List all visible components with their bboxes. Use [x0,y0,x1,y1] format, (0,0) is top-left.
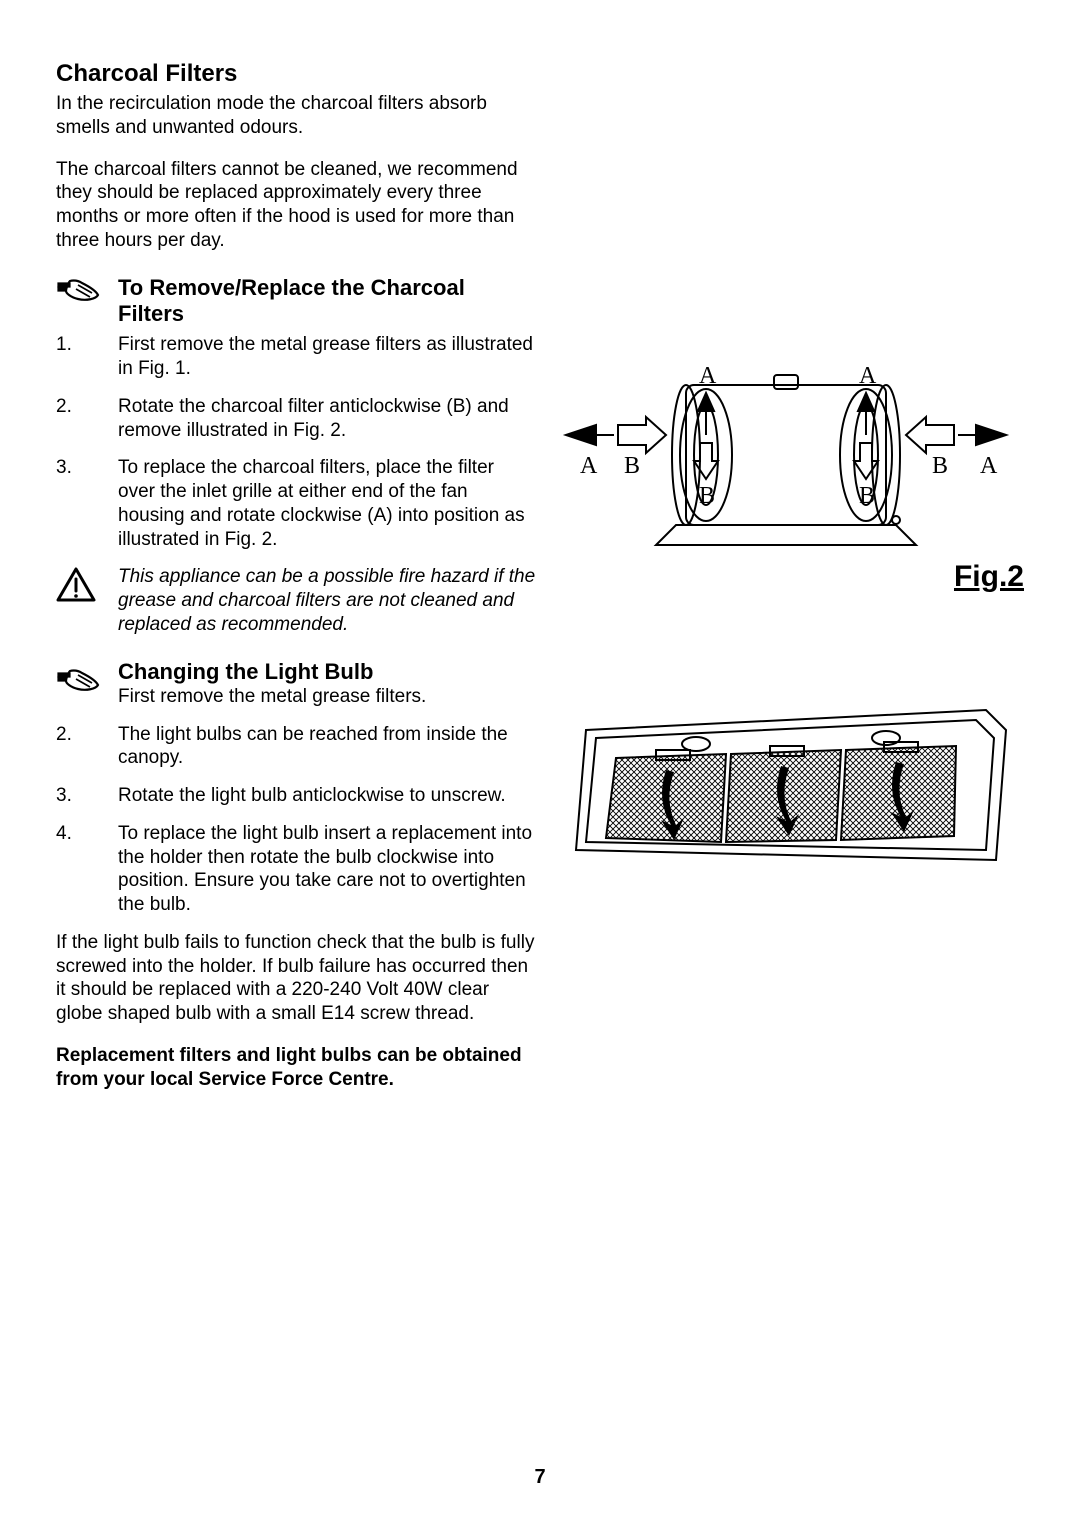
step-number: 1. [56,333,118,381]
light-bulb-section: Changing the Light Bulb First remove the… [56,659,536,1092]
label-a: A [859,363,877,389]
figure-canopy-diagram [556,700,1024,885]
warning-triangle-icon [56,567,100,608]
intro-paragraph: In the recirculation mode the charcoal f… [56,92,536,140]
warning-row: This appliance can be a possible fire ha… [56,565,536,636]
step-text: Rotate the light bulb anticlockwise to u… [118,784,536,808]
figure-2-diagram: A B A B A B B A [556,325,1024,560]
list-item: 2. Rotate the charcoal filter anticlockw… [56,395,536,443]
remove-replace-heading-row: To Remove/Replace the Charcoal Filters [56,275,536,328]
step-text: Rotate the charcoal filter anticlockwise… [118,395,536,443]
step-text: The light bulbs can be reached from insi… [118,723,536,771]
hand-pointing-icon [56,667,100,702]
left-column: Charcoal Filters In the recirculation mo… [56,60,536,1091]
step-number: 3. [56,456,118,551]
step-text: To replace the light bulb insert a repla… [118,822,536,917]
step-text: First remove the metal grease filters as… [118,333,536,381]
label-b: B [859,483,875,509]
light-bulb-steps: 2. The light bulbs can be reached from i… [56,723,536,917]
label-a: A [580,453,598,479]
right-column: A B A B A B B A Fig.2 [556,60,1024,1091]
step-text: To replace the charcoal filters, place t… [118,456,536,551]
label-b: B [699,483,715,509]
remove-replace-steps: 1. First remove the metal grease filters… [56,333,536,551]
light-bulb-heading-row: Changing the Light Bulb First remove the… [56,659,536,709]
step-number: 3. [56,784,118,808]
list-item: 2. The light bulbs can be reached from i… [56,723,536,771]
light-bulb-title: Changing the Light Bulb [118,659,426,685]
step-number: 2. [56,723,118,771]
light-bulb-first-line: First remove the metal grease filters. [118,685,426,709]
hand-pointing-icon [56,277,100,312]
label-b: B [624,453,640,479]
label-a: A [980,453,998,479]
label-a: A [699,363,717,389]
section-title: Charcoal Filters [56,60,536,88]
step-number: 4. [56,822,118,917]
remove-replace-title: To Remove/Replace the Charcoal Filters [118,275,536,328]
second-paragraph: The charcoal filters cannot be cleaned, … [56,158,536,253]
warning-text: This appliance can be a possible fire ha… [118,565,536,636]
figure-2-caption: Fig.2 [954,560,1024,594]
list-item: 3. To replace the charcoal filters, plac… [56,456,536,551]
step-number: 2. [56,395,118,443]
list-item: 1. First remove the metal grease filters… [56,333,536,381]
list-item: 3. Rotate the light bulb anticlockwise t… [56,784,536,808]
list-item: 4. To replace the light bulb insert a re… [56,822,536,917]
replacement-note: Replacement filters and light bulbs can … [56,1044,536,1092]
label-b: B [932,453,948,479]
page-number: 7 [534,1466,545,1489]
light-bulb-tail-paragraph: If the light bulb fails to function chec… [56,931,536,1026]
